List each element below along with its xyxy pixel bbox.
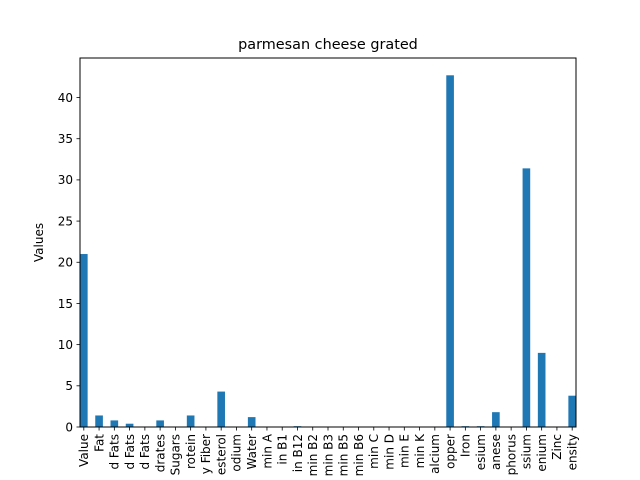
bar (537, 352, 546, 427)
bar (568, 395, 576, 427)
x-tick-label: Water (245, 434, 259, 470)
x-tick-label: min A (260, 433, 274, 468)
bar (110, 420, 119, 427)
bar (186, 415, 195, 427)
y-axis-title: Values (32, 223, 46, 262)
x-tick-label: phorus (504, 434, 518, 475)
x-tick-label: ensity (565, 434, 579, 470)
y-tick-label: 20 (58, 256, 73, 270)
y-tick-label: 40 (58, 91, 73, 105)
x-tick-label: min B5 (337, 434, 351, 476)
x-tick-label: min B6 (352, 434, 366, 476)
x-tick-label: min C (367, 434, 381, 469)
x-tick-label: anese (489, 434, 503, 470)
bar (156, 420, 164, 427)
x-tick-label: Fat (92, 434, 106, 452)
x-tick-label: min D (382, 434, 396, 470)
x-tick-label: min B2 (306, 434, 320, 476)
y-axis: 0 5 10 15 20 25 30 35 40 (58, 91, 80, 434)
chart-title: parmesan cheese grated (238, 37, 418, 53)
bar (80, 254, 88, 427)
bar (217, 391, 225, 427)
x-tick-label: Zinc (550, 434, 564, 460)
x-tick-label: rotein (184, 434, 198, 469)
bar (446, 75, 454, 428)
bar (522, 168, 531, 427)
y-tick-label: 25 (58, 214, 73, 228)
x-tick-label: in B1 (276, 434, 290, 465)
x-tick-label: Value (77, 434, 91, 467)
x-tick-label: esterol (214, 434, 228, 475)
y-tick-label: 15 (58, 297, 73, 311)
x-tick-label: in B12 (291, 434, 305, 472)
y-tick-label: 5 (65, 379, 73, 393)
x-tick-label: opper (443, 434, 457, 469)
y-tick-label: 10 (58, 338, 73, 352)
x-tick-label: ssium (520, 434, 534, 469)
x-tick-label: odium (230, 434, 244, 472)
x-axis: Value Fat d Fats d Fats d Fats drates Sugars ro… (77, 427, 579, 476)
y-tick-label: 35 (58, 132, 73, 146)
x-tick-label: y Fiber (199, 434, 213, 474)
x-tick-label: esium (474, 434, 488, 470)
x-tick-label: min B3 (321, 434, 335, 476)
x-tick-label: alcium (428, 434, 442, 474)
x-tick-label: d Fats (123, 434, 137, 470)
x-tick-label: d Fats (138, 434, 152, 470)
x-tick-label: min E (398, 434, 412, 468)
bar (125, 423, 134, 427)
x-tick-label: min K (413, 433, 427, 468)
bar (95, 415, 103, 427)
x-tick-label: Sugars (169, 434, 183, 475)
x-tick-label: d Fats (108, 434, 122, 470)
y-tick-label: 30 (58, 173, 73, 187)
y-tick-label: 0 (65, 420, 73, 434)
bars-group (80, 75, 576, 428)
bar (247, 417, 256, 427)
plot-frame (79, 57, 577, 428)
x-tick-label: drates (153, 434, 167, 472)
x-tick-label: Iron (459, 434, 473, 457)
bar (492, 412, 500, 427)
x-tick-label: enium (535, 434, 549, 472)
